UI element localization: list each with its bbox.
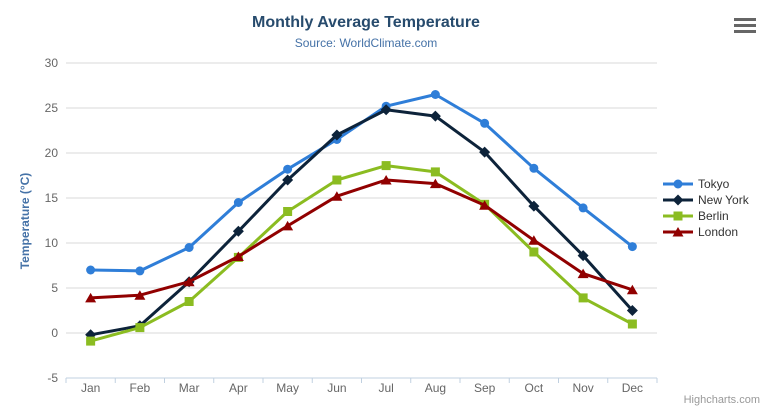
point-tokyo-mar[interactable] (184, 243, 194, 252)
chart-title: Monthly Average Temperature (252, 14, 480, 31)
point-tokyo-oct[interactable] (529, 163, 539, 173)
legend-item-new-york[interactable]: New York (663, 194, 749, 206)
series-line (89, 178, 634, 300)
legend-label: Tokyo (698, 177, 730, 191)
legend-label: London (698, 225, 739, 239)
point-berlin-mar[interactable] (184, 297, 194, 306)
hamburger-bar (734, 18, 756, 21)
x-axis-label: Apr (229, 381, 248, 395)
hamburger-icon[interactable] (734, 18, 756, 33)
legend-label: Berlin (698, 209, 729, 223)
hamburger-bar (734, 30, 756, 33)
x-axis-label: Dec (622, 381, 643, 395)
point-berlin-nov[interactable] (578, 293, 588, 303)
legend-marker-icon (663, 194, 693, 206)
highcharts-credit-link[interactable]: Highcharts.com (683, 394, 760, 406)
series-new-york[interactable] (85, 104, 638, 341)
point-berlin-dec[interactable] (627, 319, 637, 329)
point-london-mar[interactable] (183, 276, 195, 287)
point-tokyo-feb[interactable] (135, 266, 145, 276)
point-berlin-jan[interactable] (86, 336, 96, 346)
y-axis-label: 30 (45, 56, 59, 70)
point-berlin-oct[interactable] (529, 247, 539, 257)
point-new-york-oct[interactable] (528, 200, 540, 212)
hamburger-bar (734, 24, 756, 27)
point-london-nov[interactable] (577, 268, 589, 279)
x-axis-label: May (276, 381, 299, 395)
x-axis-label: Sep (474, 381, 496, 395)
x-axis-label: Oct (525, 381, 544, 395)
point-new-york-nov[interactable] (577, 250, 589, 262)
x-axis-label: Nov (572, 381, 593, 395)
series-line (89, 164, 634, 343)
point-berlin-may[interactable] (283, 207, 293, 216)
point-new-york-jul[interactable] (380, 104, 392, 116)
point-london-jan[interactable] (85, 292, 97, 303)
point-new-york-dec[interactable] (626, 305, 638, 316)
y-axis-label: -5 (47, 371, 58, 385)
series-tokyo[interactable] (86, 90, 637, 276)
point-london-jun[interactable] (331, 191, 343, 201)
point-new-york-sep[interactable] (479, 146, 491, 158)
chart-subtitle: Source: WorldClimate.com (294, 36, 438, 50)
point-london-feb[interactable] (134, 290, 146, 300)
point-berlin-jun[interactable] (332, 175, 342, 185)
y-axis-label: 20 (45, 146, 59, 160)
x-axis-label: Jul (378, 381, 393, 395)
point-berlin-aug[interactable] (430, 167, 440, 177)
point-london-jul[interactable] (380, 175, 392, 185)
point-new-york-apr[interactable] (232, 225, 244, 237)
x-axis-label: Feb (130, 381, 151, 395)
point-london-may[interactable] (282, 220, 294, 231)
point-tokyo-nov[interactable] (578, 203, 588, 213)
legend-marker-icon (663, 227, 693, 237)
legend-marker-shape[interactable] (672, 194, 684, 206)
point-tokyo-dec[interactable] (627, 242, 637, 252)
point-new-york-may[interactable] (282, 174, 294, 186)
legend-item-berlin[interactable]: Berlin (663, 210, 749, 222)
point-london-dec[interactable] (626, 284, 638, 295)
point-tokyo-aug[interactable] (430, 90, 440, 99)
point-london-aug[interactable] (429, 178, 441, 189)
y-axis-label: 25 (45, 101, 59, 115)
series-line (89, 108, 634, 337)
y-axis-label: 5 (51, 281, 58, 295)
y-axis-label: 0 (51, 326, 58, 340)
legend-marker-shape[interactable] (672, 227, 684, 237)
legend-marker-shape[interactable] (673, 179, 683, 189)
x-axis-label: Aug (425, 381, 446, 395)
point-tokyo-jan[interactable] (86, 265, 96, 275)
legend: Tokyo New York Berlin London (663, 178, 749, 238)
x-axis-label: Jan (81, 381, 100, 395)
point-london-apr[interactable] (232, 251, 244, 262)
point-tokyo-sep[interactable] (480, 118, 490, 128)
legend-item-tokyo[interactable]: Tokyo (663, 178, 749, 190)
point-london-sep[interactable] (479, 200, 491, 210)
point-berlin-feb[interactable] (135, 323, 145, 333)
point-london-oct[interactable] (528, 235, 540, 245)
x-axis-label: Mar (179, 381, 200, 395)
point-tokyo-apr[interactable] (233, 198, 243, 207)
legend-marker-shape[interactable] (673, 211, 683, 221)
legend-marker-icon (663, 179, 693, 189)
legend-marker-icon (663, 211, 693, 221)
point-new-york-aug[interactable] (429, 110, 441, 122)
point-new-york-jun[interactable] (331, 129, 343, 141)
y-axis-label: 10 (45, 236, 59, 250)
series-london[interactable] (85, 175, 638, 303)
legend-label: New York (698, 193, 749, 207)
x-axis-label: Jun (327, 381, 346, 395)
point-berlin-jul[interactable] (381, 161, 391, 171)
y-axis-label: 15 (45, 191, 59, 205)
point-tokyo-may[interactable] (283, 164, 293, 174)
legend-item-london[interactable]: London (663, 226, 749, 238)
